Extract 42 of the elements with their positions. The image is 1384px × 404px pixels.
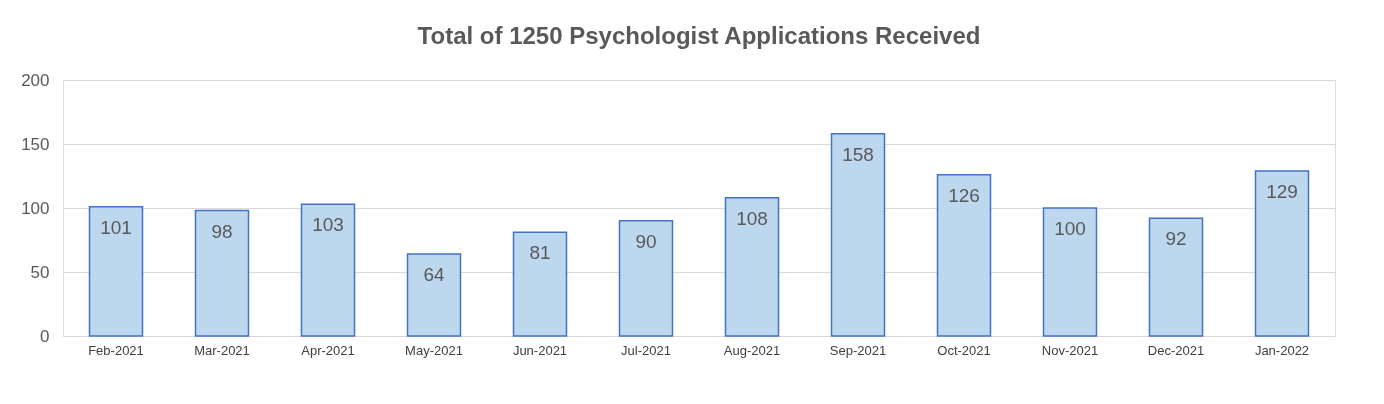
- data-label: 108: [736, 207, 768, 229]
- bar: [724, 197, 780, 337]
- data-label: 64: [423, 264, 445, 286]
- bar: [406, 253, 462, 337]
- x-tick-label: Mar-2021: [194, 342, 250, 358]
- y-tick-label: 200: [21, 70, 50, 90]
- data-label: 103: [312, 214, 344, 236]
- x-tick-label: Feb-2021: [88, 342, 144, 358]
- data-label: 92: [1165, 228, 1187, 250]
- x-tick-label: Sep-2021: [829, 342, 887, 358]
- bar: [936, 173, 992, 337]
- x-tick-label: Jun-2021: [512, 342, 568, 358]
- data-label: 126: [948, 184, 980, 206]
- x-tick-label: Jan-2022: [1254, 342, 1310, 358]
- bar: [1148, 217, 1204, 337]
- bar: [88, 205, 144, 337]
- data-label: 100: [1054, 218, 1086, 239]
- bar: [512, 231, 568, 337]
- data-label: 129: [1266, 180, 1298, 202]
- y-tick-label: 50: [30, 262, 50, 282]
- y-tick-label: 100: [21, 198, 50, 218]
- bar: [1042, 207, 1098, 337]
- chart-title: Total of 1250 Psychologist Applications Received: [417, 22, 981, 49]
- x-tick-label: Aug-2021: [723, 342, 781, 358]
- bar: [1254, 170, 1310, 337]
- bar: [194, 209, 250, 337]
- bar: [830, 133, 886, 337]
- x-tick-label: May-2021: [405, 342, 463, 358]
- x-tick-label: Oct-2021: [937, 342, 991, 358]
- x-tick-label: Jul-2021: [621, 342, 671, 358]
- data-label: 98: [211, 220, 233, 242]
- bar: [618, 220, 674, 337]
- x-tick-label: Dec-2021: [1147, 342, 1205, 358]
- x-tick-label: Apr-2021: [301, 342, 355, 358]
- y-tick-label: 0: [40, 326, 50, 346]
- x-tick-label: Nov-2021: [1041, 342, 1099, 358]
- bar: [300, 203, 356, 337]
- data-label: 81: [529, 242, 551, 264]
- y-tick-label: 150: [21, 134, 50, 154]
- data-label: 90: [635, 230, 657, 252]
- data-label: 158: [842, 143, 874, 165]
- data-label: 101: [100, 216, 132, 238]
